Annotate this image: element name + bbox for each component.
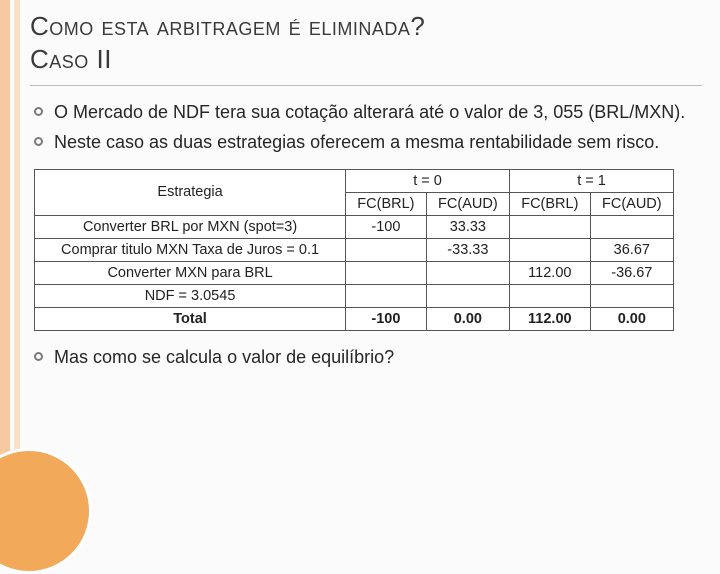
- bullet-list-after: Mas como se calcula o valor de equilíbri…: [30, 345, 702, 369]
- table-cell: 0.00: [426, 307, 509, 330]
- table-cell: -100: [346, 307, 427, 330]
- bullet-item: Neste caso as duas estrategias oferecem …: [30, 130, 702, 154]
- table-cell: 0.00: [590, 307, 673, 330]
- slide-title: Como esta arbitragem é eliminada? Caso I…: [30, 10, 702, 75]
- table-cell: [426, 261, 509, 284]
- table-head-t1: t = 1: [510, 169, 674, 192]
- table-subhead: FC(AUD): [426, 192, 509, 215]
- table-subhead: FC(BRL): [346, 192, 427, 215]
- bullet-list: O Mercado de NDF tera sua cotação altera…: [30, 100, 702, 155]
- table-cell: -33.33: [426, 238, 509, 261]
- table-total-row: Total -100 0.00 112.00 0.00: [35, 307, 674, 330]
- table-cell: 112.00: [510, 261, 591, 284]
- table-rowlabel: Comprar titulo MXN Taxa de Juros = 0.1: [35, 238, 346, 261]
- table-cell: [590, 215, 673, 238]
- table-cell: [426, 284, 509, 307]
- table-corner: Estrategia: [35, 169, 346, 215]
- table-cell: [346, 238, 427, 261]
- bullet-item: O Mercado de NDF tera sua cotação altera…: [30, 100, 702, 124]
- table-cell: 112.00: [510, 307, 591, 330]
- title-line-2: Caso II: [30, 44, 112, 74]
- title-underline: [30, 85, 702, 86]
- table-rowlabel: Converter MXN para BRL: [35, 261, 346, 284]
- table-head-t0: t = 0: [346, 169, 510, 192]
- slide-content: Como esta arbitragem é eliminada? Caso I…: [30, 10, 702, 530]
- table-row: NDF = 3.0545: [35, 284, 674, 307]
- table-cell: -100: [346, 215, 427, 238]
- table-cell: [510, 238, 591, 261]
- table-subhead: FC(AUD): [590, 192, 673, 215]
- table-rowlabel: NDF = 3.0545: [35, 284, 346, 307]
- table-cell: [346, 284, 427, 307]
- table-subhead: FC(BRL): [510, 192, 591, 215]
- table-cell: 36.67: [590, 238, 673, 261]
- table-row: Comprar titulo MXN Taxa de Juros = 0.1 -…: [35, 238, 674, 261]
- table-header-row: Estrategia t = 0 t = 1: [35, 169, 674, 192]
- table-cell: 33.33: [426, 215, 509, 238]
- table-cell: [346, 261, 427, 284]
- table-row: Converter BRL por MXN (spot=3) -100 33.3…: [35, 215, 674, 238]
- title-line-1: Como esta arbitragem é eliminada?: [30, 11, 425, 41]
- table-cell: [510, 215, 591, 238]
- table-cell: [590, 284, 673, 307]
- table-rowlabel: Converter BRL por MXN (spot=3): [35, 215, 346, 238]
- table-cell: [510, 284, 591, 307]
- table-row: Converter MXN para BRL 112.00 -36.67: [35, 261, 674, 284]
- table-total-label: Total: [35, 307, 346, 330]
- table-cell: -36.67: [590, 261, 673, 284]
- bullet-item: Mas como se calcula o valor de equilíbri…: [30, 345, 702, 369]
- strategy-table: Estrategia t = 0 t = 1 FC(BRL) FC(AUD) F…: [34, 169, 674, 331]
